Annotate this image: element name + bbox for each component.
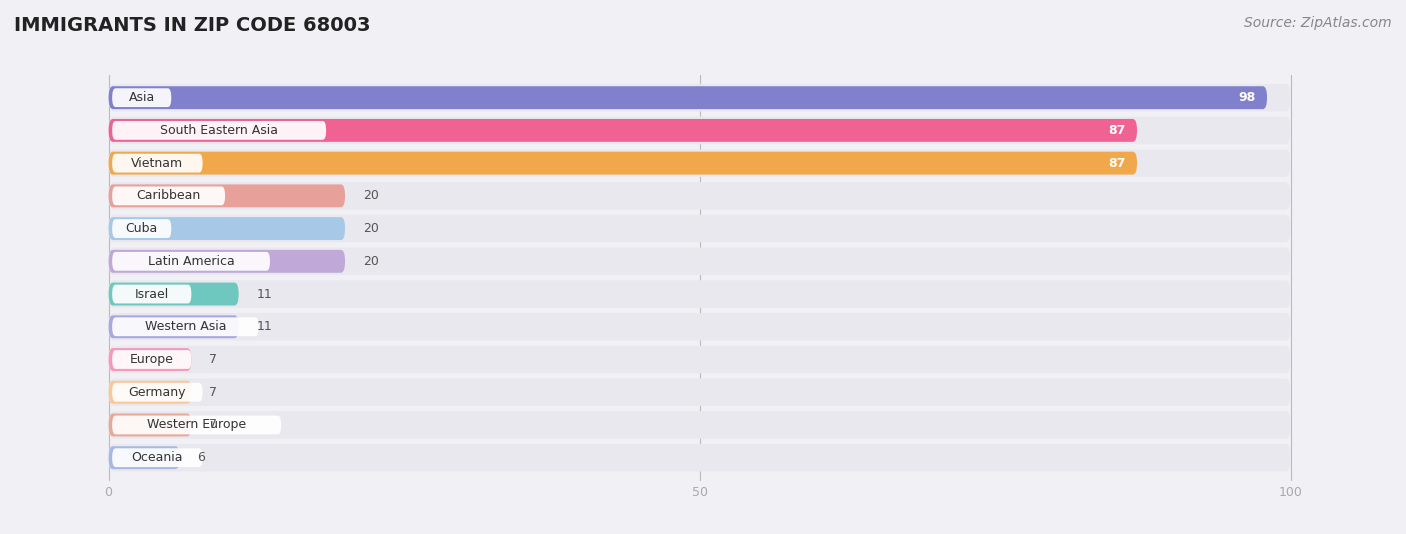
Text: Germany: Germany <box>128 386 186 399</box>
FancyBboxPatch shape <box>108 381 191 404</box>
FancyBboxPatch shape <box>108 413 191 436</box>
FancyBboxPatch shape <box>108 411 1291 439</box>
FancyBboxPatch shape <box>112 317 259 336</box>
FancyBboxPatch shape <box>108 282 239 305</box>
FancyBboxPatch shape <box>108 116 1291 144</box>
Text: 6: 6 <box>197 451 205 464</box>
FancyBboxPatch shape <box>108 182 1291 210</box>
Text: 7: 7 <box>209 353 217 366</box>
Text: 11: 11 <box>256 320 273 333</box>
Text: Vietnam: Vietnam <box>131 156 183 170</box>
FancyBboxPatch shape <box>112 154 202 172</box>
Text: 20: 20 <box>363 190 378 202</box>
Text: Caribbean: Caribbean <box>136 190 201 202</box>
FancyBboxPatch shape <box>108 184 344 207</box>
Text: 20: 20 <box>363 222 378 235</box>
FancyBboxPatch shape <box>108 348 191 371</box>
FancyBboxPatch shape <box>108 250 344 273</box>
FancyBboxPatch shape <box>108 215 1291 242</box>
FancyBboxPatch shape <box>108 248 1291 275</box>
FancyBboxPatch shape <box>112 219 172 238</box>
FancyBboxPatch shape <box>108 446 180 469</box>
FancyBboxPatch shape <box>108 150 1291 177</box>
Text: 7: 7 <box>209 386 217 399</box>
FancyBboxPatch shape <box>112 285 191 303</box>
FancyBboxPatch shape <box>108 315 239 338</box>
FancyBboxPatch shape <box>112 88 172 107</box>
FancyBboxPatch shape <box>108 280 1291 308</box>
Text: 87: 87 <box>1108 124 1125 137</box>
FancyBboxPatch shape <box>112 415 281 434</box>
Text: Cuba: Cuba <box>125 222 157 235</box>
FancyBboxPatch shape <box>108 119 1137 142</box>
FancyBboxPatch shape <box>108 345 1291 373</box>
Text: Western Europe: Western Europe <box>148 419 246 431</box>
FancyBboxPatch shape <box>108 444 1291 472</box>
Text: 87: 87 <box>1108 156 1125 170</box>
Text: Israel: Israel <box>135 287 169 301</box>
Text: Western Asia: Western Asia <box>145 320 226 333</box>
Text: Oceania: Oceania <box>132 451 183 464</box>
FancyBboxPatch shape <box>108 84 1291 112</box>
Text: Asia: Asia <box>128 91 155 104</box>
FancyBboxPatch shape <box>112 252 270 271</box>
FancyBboxPatch shape <box>112 350 191 369</box>
Text: Source: ZipAtlas.com: Source: ZipAtlas.com <box>1244 16 1392 30</box>
FancyBboxPatch shape <box>108 86 1267 109</box>
FancyBboxPatch shape <box>108 152 1137 175</box>
Text: 7: 7 <box>209 419 217 431</box>
Text: Latin America: Latin America <box>148 255 235 268</box>
FancyBboxPatch shape <box>108 379 1291 406</box>
FancyBboxPatch shape <box>112 449 202 467</box>
Text: Europe: Europe <box>129 353 174 366</box>
Text: IMMIGRANTS IN ZIP CODE 68003: IMMIGRANTS IN ZIP CODE 68003 <box>14 16 371 35</box>
Text: South Eastern Asia: South Eastern Asia <box>160 124 278 137</box>
Text: 98: 98 <box>1237 91 1256 104</box>
FancyBboxPatch shape <box>112 186 225 205</box>
FancyBboxPatch shape <box>108 217 344 240</box>
Text: 11: 11 <box>256 287 273 301</box>
FancyBboxPatch shape <box>112 121 326 140</box>
FancyBboxPatch shape <box>108 313 1291 341</box>
Text: 20: 20 <box>363 255 378 268</box>
FancyBboxPatch shape <box>112 383 202 402</box>
